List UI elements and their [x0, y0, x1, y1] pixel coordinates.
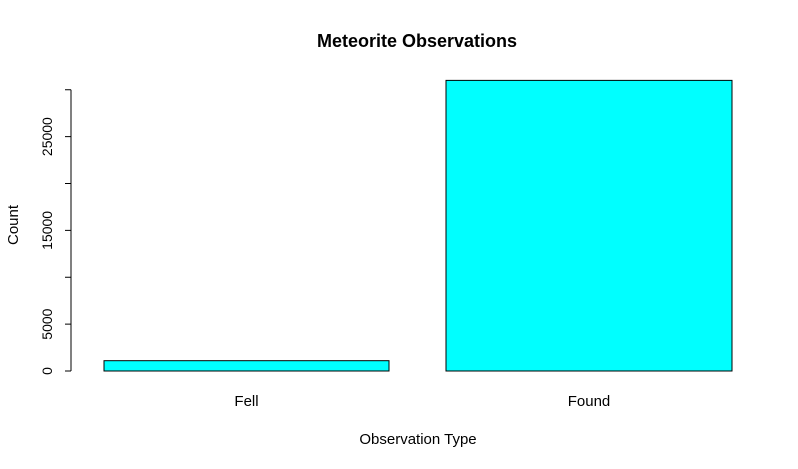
bars-group: [103, 79, 733, 372]
y-tick-label-5000: 5000: [39, 308, 55, 339]
x-tick-label-fell: Fell: [234, 393, 258, 410]
x-axis-label: Observation Type: [359, 431, 476, 448]
y-tick-label-15000: 15000: [39, 211, 55, 250]
y-tick-label-0: 0: [39, 367, 55, 375]
y-axis: 0 5000 15000 25000: [39, 89, 72, 375]
chart-title: Meteorite Observations: [317, 31, 517, 51]
x-axis-labels: Fell Found: [234, 393, 610, 410]
bar-found: [445, 79, 733, 372]
bar-fell: [103, 360, 390, 372]
y-tick-label-25000: 25000: [39, 117, 55, 156]
y-axis-label: Count: [5, 204, 22, 245]
x-tick-label-found: Found: [568, 393, 611, 410]
